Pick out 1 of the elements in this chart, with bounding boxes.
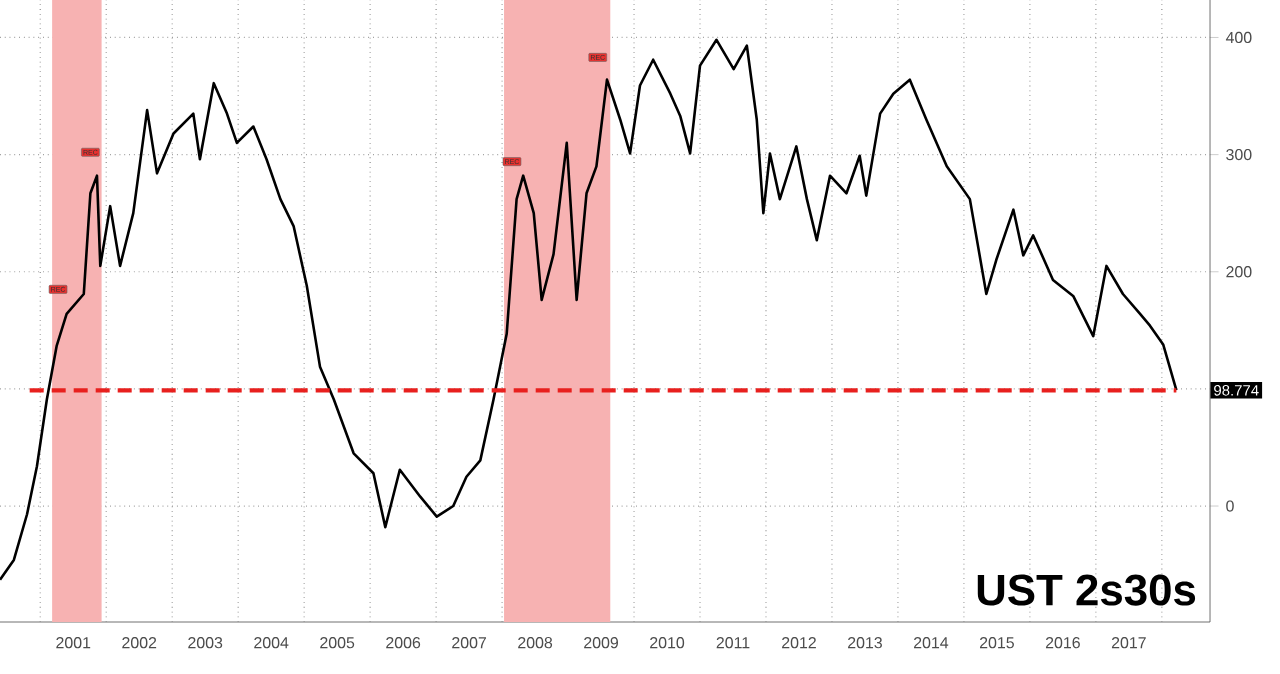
text: UST 2s30s <box>977 574 1196 606</box>
